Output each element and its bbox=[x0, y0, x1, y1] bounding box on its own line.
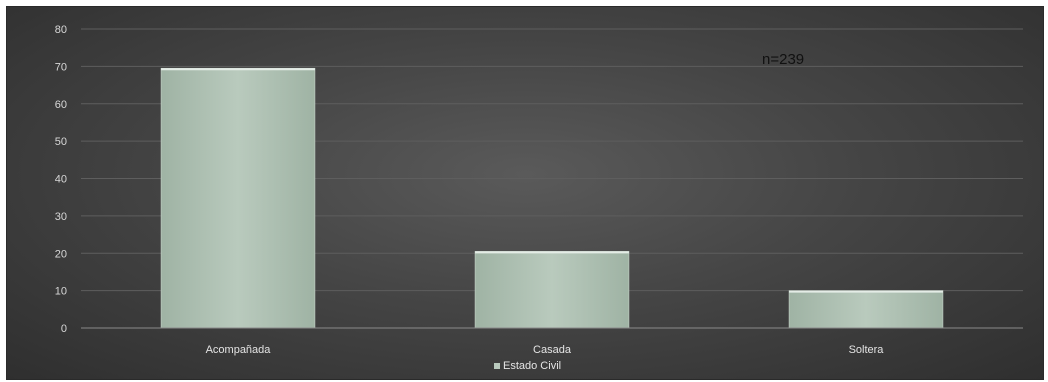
sample-size-annotation: n=239 bbox=[762, 51, 804, 68]
bars bbox=[160, 67, 944, 329]
x-category-label: Acompañada bbox=[206, 344, 272, 356]
bar bbox=[160, 67, 316, 329]
y-tick-label: 70 bbox=[55, 61, 67, 73]
bar bbox=[474, 251, 630, 329]
y-tick-label: 10 bbox=[55, 286, 67, 298]
y-tick-label: 80 bbox=[55, 24, 67, 36]
chart-area: 0 10 20 30 40 50 60 70 80 Acompañada Casada Solter… bbox=[6, 6, 1044, 380]
x-axis-categories: Acompañada Casada Soltera bbox=[206, 344, 885, 356]
y-tick-label: 40 bbox=[55, 174, 67, 186]
legend-label: Estado Civil bbox=[503, 360, 561, 372]
legend: Estado Civil bbox=[494, 360, 561, 372]
y-tick-label: 20 bbox=[55, 248, 67, 260]
x-category-label: Soltera bbox=[849, 344, 885, 356]
bar bbox=[788, 290, 944, 329]
legend-swatch bbox=[494, 363, 500, 369]
y-tick-label: 0 bbox=[61, 323, 67, 335]
y-tick-label: 30 bbox=[55, 211, 67, 223]
bar-chart: 0 10 20 30 40 50 60 70 80 Acompañada Casada Solter… bbox=[55, 24, 1023, 372]
y-tick-label: 60 bbox=[55, 99, 67, 111]
x-category-label: Casada bbox=[533, 344, 572, 356]
y-tick-label: 50 bbox=[55, 136, 67, 148]
y-axis-ticks: 0 10 20 30 40 50 60 70 80 bbox=[55, 24, 67, 335]
